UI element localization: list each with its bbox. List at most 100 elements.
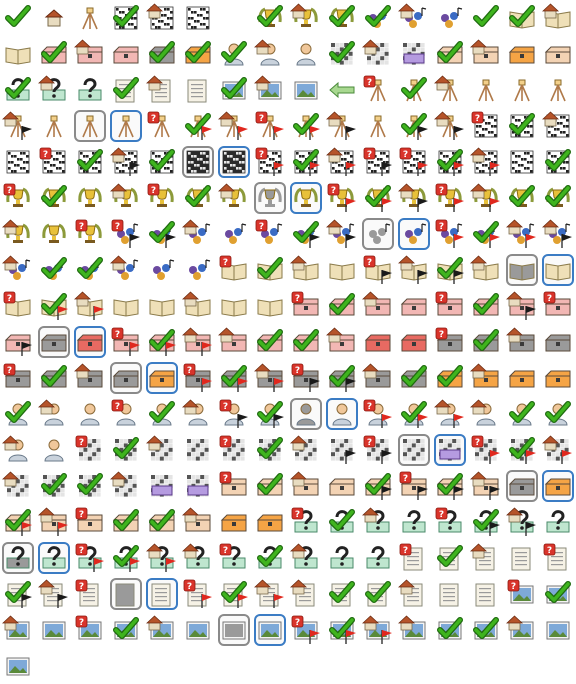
note-icon <box>432 576 468 612</box>
person-check-icon <box>0 396 36 432</box>
svg-text:?: ? <box>79 582 84 592</box>
chest-pink-house-red-flag-icon <box>180 324 216 360</box>
chest-pink-check-icon <box>324 288 360 324</box>
svg-text:?: ? <box>7 366 12 376</box>
svg-text:?: ? <box>511 582 516 592</box>
svg-text:?: ? <box>547 546 552 556</box>
question-check-icon <box>324 504 360 540</box>
tripod-icon <box>108 108 144 144</box>
book-check-red-flag-icon <box>36 288 72 324</box>
person-house-red-flag-icon <box>432 396 468 432</box>
book-icon <box>252 288 288 324</box>
person-gray-icon <box>288 396 324 432</box>
note-icon <box>504 540 540 576</box>
svg-text:?: ? <box>223 402 228 412</box>
svg-text:?: ? <box>223 474 228 484</box>
chest-pink-bug-icon: ? <box>432 288 468 324</box>
grid-check-icon <box>252 432 288 468</box>
tripod-icon <box>540 72 576 108</box>
tripod-icon <box>360 108 396 144</box>
tripod-bug-icon: ? <box>144 108 180 144</box>
chest-gray-check-icon <box>396 360 432 396</box>
qr-house-black-flag-icon <box>108 144 144 180</box>
chest-gray-check-icon <box>36 360 72 396</box>
trophy-house-black-flag-icon <box>396 180 432 216</box>
trophy-check-icon <box>540 180 576 216</box>
book-icon <box>144 288 180 324</box>
photo-bug-icon: ? <box>72 612 108 648</box>
svg-text:?: ? <box>367 402 372 412</box>
book-house-red-flag-icon <box>72 288 108 324</box>
chest-orange-icon <box>504 360 540 396</box>
person-bug-red-flag-icon: ? <box>360 396 396 432</box>
svg-text:?: ? <box>367 258 372 268</box>
chest-red-icon <box>360 324 396 360</box>
svg-text:?: ? <box>79 510 84 520</box>
note-house-icon <box>468 540 504 576</box>
grid-house-icon <box>288 432 324 468</box>
person-house-icon <box>468 396 504 432</box>
tripod-check-icon <box>396 72 432 108</box>
svg-text:?: ? <box>439 294 444 304</box>
person-check-icon <box>216 36 252 72</box>
tripod-flag-red-icon <box>504 72 540 108</box>
svg-text:?: ? <box>295 618 300 628</box>
qr-house-icon <box>540 108 576 144</box>
qr-check-red-flag-icon <box>432 144 468 180</box>
person-check-red-flag-icon <box>396 396 432 432</box>
photo-check-icon <box>432 612 468 648</box>
question-check-red-flag-icon <box>108 540 144 576</box>
trophy-check-icon <box>504 180 540 216</box>
qr-check-red-flag-icon <box>288 144 324 180</box>
question-icon <box>396 504 432 540</box>
trophy-bug-icon: ? <box>144 180 180 216</box>
question-house-icon <box>288 540 324 576</box>
book-icon <box>108 288 144 324</box>
question-bug-red-flag-icon: ? <box>72 540 108 576</box>
qr-icon <box>180 0 216 36</box>
person-house-icon <box>36 396 72 432</box>
svg-text:?: ? <box>295 366 300 376</box>
note-check-black-flag-icon <box>0 576 36 612</box>
qr-bug-icon: ? <box>36 144 72 180</box>
chest-pink-check-icon <box>288 324 324 360</box>
chest-gray-check-black-flag-icon <box>324 360 360 396</box>
grid-black-flag-icon <box>324 432 360 468</box>
qr-bug-black-flag-icon: ? <box>360 144 396 180</box>
chest-gray-house-red-flag-icon <box>252 360 288 396</box>
trophy-check-icon <box>180 180 216 216</box>
grid-house-icon <box>144 432 180 468</box>
book-icon <box>540 252 576 288</box>
grid-house-red-flag-icon <box>540 432 576 468</box>
note-icon <box>180 72 216 108</box>
chest-gray-bug-black-flag-icon: ? <box>288 360 324 396</box>
note-gray-icon <box>108 576 144 612</box>
chest-orange-icon <box>216 504 252 540</box>
svg-text:?: ? <box>43 150 48 160</box>
grid-purple-icon <box>432 432 468 468</box>
svg-text:?: ? <box>295 510 300 520</box>
qr-bug-red-flag-icon: ? <box>396 144 432 180</box>
chest-tan-icon <box>324 468 360 504</box>
note-icon <box>468 576 504 612</box>
grid-check-icon <box>72 468 108 504</box>
check-icon <box>0 0 36 36</box>
svg-text:?: ? <box>259 222 264 232</box>
chest-tan-house-icon <box>180 504 216 540</box>
note-icon <box>144 576 180 612</box>
blank-icon <box>216 0 252 36</box>
svg-text:?: ? <box>475 114 480 124</box>
grid-house-icon <box>108 468 144 504</box>
trophy-check-icon <box>36 180 72 216</box>
chest-tan-check-icon <box>108 504 144 540</box>
tripod-check-black-flag-icon <box>396 108 432 144</box>
music-house-icon <box>180 216 216 252</box>
grid-purple-icon <box>144 468 180 504</box>
music-house-black-flag-icon <box>324 216 360 252</box>
person-house-icon <box>252 36 288 72</box>
svg-text:?: ? <box>223 546 228 556</box>
tripod-bug-icon: ? <box>360 72 396 108</box>
chest-orange-icon <box>540 468 576 504</box>
book-check-icon <box>252 252 288 288</box>
qr-check-icon <box>72 144 108 180</box>
